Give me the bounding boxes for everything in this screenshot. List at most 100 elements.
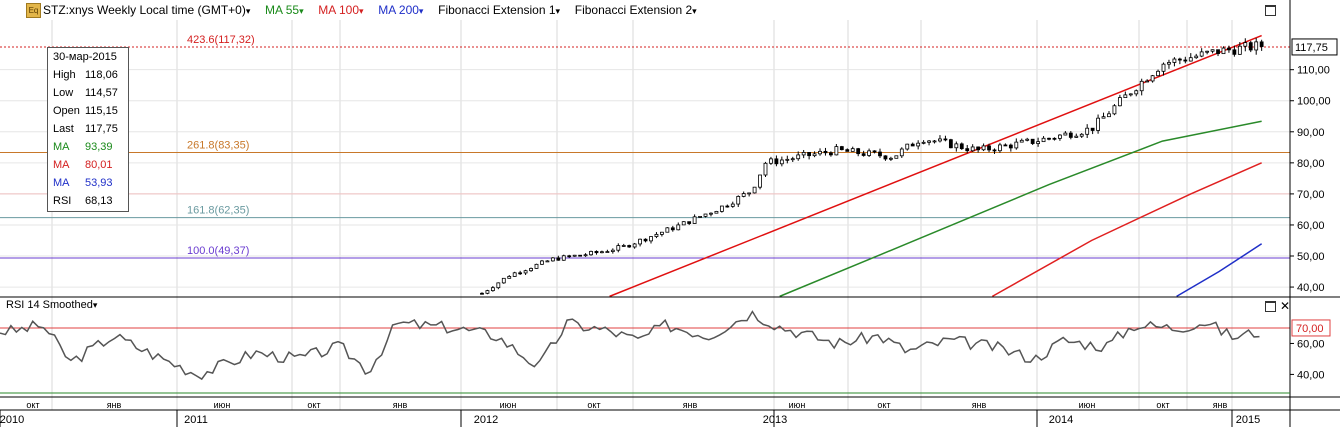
candle-body: [643, 238, 648, 242]
candle-body: [981, 145, 986, 151]
candle-body: [540, 260, 544, 265]
candle-body: [627, 245, 632, 248]
candle-body: [790, 158, 795, 161]
chevron-down-icon[interactable]: ▾: [555, 6, 561, 16]
candle-body: [872, 150, 877, 153]
symbol-title[interactable]: STZ:xnys Weekly Local time (GMT+0): [43, 3, 246, 17]
candle-body: [1237, 45, 1242, 55]
rsi-title[interactable]: RSI 14 Smoothed: [6, 299, 93, 311]
ohlc-row: RSI 68,13: [48, 192, 128, 210]
chevron-down-icon[interactable]: ▾: [92, 300, 98, 310]
candle-body: [1259, 41, 1264, 47]
time-axis-month-label: окт: [307, 400, 320, 410]
candle-body: [567, 255, 572, 258]
time-axis-month-label: окт: [26, 400, 39, 410]
time-axis-month-label: окт: [1156, 400, 1169, 410]
candle-body: [1085, 127, 1090, 135]
candle-body: [698, 215, 702, 218]
candle-body: [1003, 144, 1008, 147]
last-price-box: [1291, 38, 1338, 56]
candle-body: [954, 143, 959, 149]
candle-body: [1030, 138, 1035, 144]
chevron-down-icon[interactable]: ▾: [299, 6, 304, 16]
candle-body: [1150, 75, 1155, 82]
fib1-label[interactable]: Fibonacci Extension 1: [438, 3, 556, 17]
ohlc-key: RSI: [53, 195, 72, 207]
candle-body: [534, 263, 539, 269]
candle-body: [878, 151, 882, 157]
candle-body: [796, 154, 801, 160]
candle-body: [665, 227, 670, 233]
fib2-label[interactable]: Fibonacci Extension 2: [574, 3, 693, 17]
ohlc-date: 30-мар-2015: [53, 51, 117, 63]
close-icon[interactable]: ✕: [1280, 299, 1291, 313]
ohlc-row: MA 53,93: [48, 174, 128, 192]
time-axis-month-label: янв: [1213, 400, 1228, 410]
ohlc-row: MA 80,01: [48, 156, 128, 174]
ohlc-row: High 118,06: [48, 66, 128, 84]
candle-body: [529, 268, 533, 272]
candle-body: [670, 227, 675, 231]
candle-body: [518, 272, 523, 275]
candle-body: [1008, 144, 1013, 149]
candle-body: [1248, 42, 1253, 51]
ma100-label[interactable]: MA 100: [318, 3, 359, 17]
ohlc-rows: High 118,06 Low 114,57 Open 115,15 Last 117,75 M…: [48, 66, 128, 210]
chevron-down-icon[interactable]: ▾: [692, 6, 697, 16]
fib-level-label: 100.0(49,37): [187, 245, 249, 257]
candle-body: [758, 174, 762, 188]
candle-body: [660, 231, 664, 235]
candle-body: [774, 158, 779, 165]
candle-body: [894, 155, 899, 159]
candle-body: [927, 140, 931, 143]
candle-body: [888, 157, 893, 160]
candle-body: [1227, 47, 1231, 51]
candle-body: [1096, 117, 1100, 131]
time-axis-month-label: янв: [683, 400, 698, 410]
rsi-indicator: 70,00 60,00 40,00: [0, 310, 1331, 381]
last-price-label: 117,75: [1295, 42, 1328, 54]
rsi-header[interactable]: RSI 14 Smoothed▾: [6, 299, 97, 311]
time-axis-year-label: 2011: [184, 414, 208, 426]
candle-body: [523, 270, 528, 274]
candle-body: [1139, 80, 1144, 92]
candle-body: [1019, 139, 1024, 143]
chevron-down-icon[interactable]: ▾: [245, 6, 251, 16]
y-axis-tick-label: 100,00: [1297, 96, 1331, 108]
candle-body: [1183, 59, 1188, 62]
candle-body: [834, 146, 839, 156]
candles: [480, 38, 1264, 295]
candle-body: [719, 205, 724, 212]
candle-body: [676, 224, 681, 231]
ohlc-value: 117,75: [85, 123, 118, 135]
y-axis-tick-label: 70,00: [1297, 189, 1325, 201]
ma55-label[interactable]: MA 55: [265, 3, 300, 17]
maximize-icon[interactable]: [1265, 301, 1276, 312]
candle-body: [638, 238, 642, 245]
time-axis-month-label: янв: [107, 400, 122, 410]
candle-body: [1101, 116, 1106, 119]
candle-body: [970, 146, 975, 152]
ohlc-value: 115,15: [85, 105, 118, 117]
candle-body: [856, 148, 861, 155]
time-axis-year-label: 2013: [763, 414, 787, 426]
candle-body: [1177, 58, 1182, 61]
candle-body: [556, 257, 561, 261]
candle-body: [987, 145, 991, 151]
chevron-down-icon[interactable]: ▾: [418, 6, 424, 16]
candle-body: [916, 142, 921, 147]
maximize-icon[interactable]: [1265, 5, 1276, 16]
candle-body: [654, 233, 659, 237]
ohlc-value: 80,01: [85, 159, 113, 171]
candle-body: [1107, 113, 1111, 118]
y-axis-tick-label: 110,00: [1297, 65, 1330, 77]
ma200-label[interactable]: MA 200: [378, 3, 419, 17]
candle-body: [703, 213, 708, 217]
chevron-down-icon[interactable]: ▾: [359, 6, 364, 16]
candle-body: [812, 153, 817, 157]
candle-body: [965, 148, 970, 152]
rsi-line: [0, 310, 1260, 381]
ohlc-value: 53,93: [85, 177, 113, 189]
